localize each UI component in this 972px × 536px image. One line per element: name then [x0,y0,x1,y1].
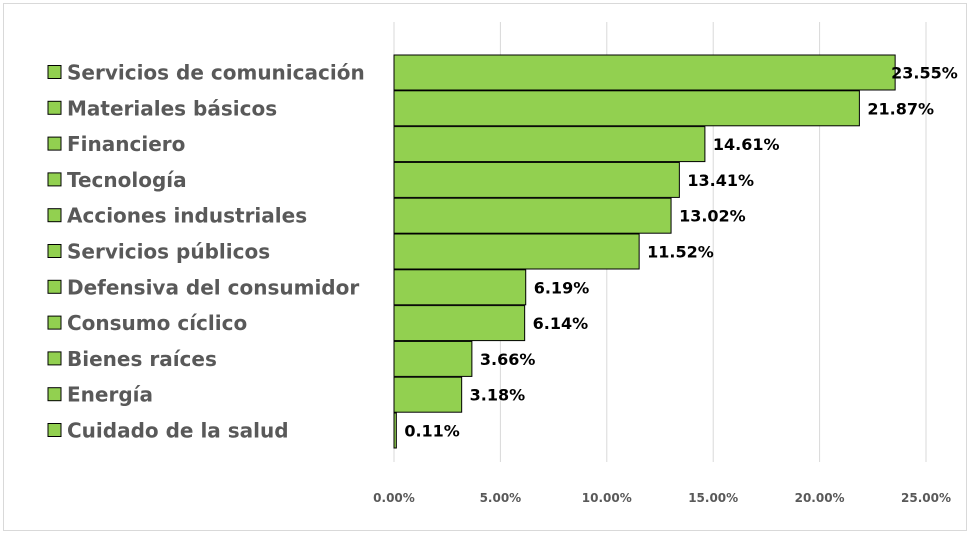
category-label: Servicios de comunicación [67,61,365,85]
value-label: 11.52% [647,243,714,262]
value-label: 3.18% [470,386,526,405]
category-label: Servicios públicos [67,240,270,264]
x-tick-label: 15.00% [688,491,738,505]
legend-swatch [47,65,62,79]
value-label: 14.61% [713,135,780,154]
legend-swatch [47,172,62,187]
value-label: 3.66% [480,350,536,369]
bar [393,305,526,342]
value-label: 0.11% [404,422,460,441]
category-label: Cuidado de la salud [67,419,289,443]
legend-swatch [47,279,62,294]
x-tick-label: 20.00% [795,491,845,505]
value-label: 13.41% [687,171,754,190]
bar [393,54,896,91]
value-label: 6.19% [534,278,590,297]
x-axis-ticks: 0.00% 5.00% 10.00% 15.00% 20.00% 25.00% [373,491,951,505]
bar [393,161,680,198]
legend-swatch [47,208,62,223]
bar [393,340,473,377]
value-label: 13.02% [679,207,746,226]
category-label: Acciones industriales [67,204,307,228]
bar [393,126,706,163]
x-tick-label: 0.00% [373,491,415,505]
bar [393,90,860,127]
legend-swatch [47,351,62,366]
x-tick-label: 5.00% [480,491,522,505]
x-tick-label: 25.00% [901,491,951,505]
legend-swatch [47,423,62,437]
category-label: Materiales básicos [67,96,277,120]
category-label: Defensiva del consumidor [67,275,359,299]
x-tick-label: 10.00% [582,491,632,505]
value-label: 23.55% [891,64,958,83]
legend-swatch [47,244,62,258]
category-label: Financiero [67,132,185,156]
legend-swatch [47,136,62,151]
bar [393,412,397,449]
category-label: Bienes raíces [67,347,217,371]
bar [393,233,640,270]
legend-swatch [47,315,62,330]
value-label: 6.14% [533,314,589,333]
category-legend: Servicios de comunicación Materiales bási… [47,61,365,443]
value-label: 21.87% [867,99,934,118]
bar [393,269,527,306]
category-label: Energía [67,383,153,407]
bars [393,54,896,449]
bar [393,197,672,234]
value-labels: 23.55% 21.87% 14.61% 13.41% 13.02% 11.52% 6.19… [404,64,957,441]
legend-swatch [47,387,62,402]
category-label: Consumo cíclico [67,311,247,335]
legend-swatch [47,100,62,115]
category-label: Tecnología [67,168,187,192]
bar [393,376,463,413]
